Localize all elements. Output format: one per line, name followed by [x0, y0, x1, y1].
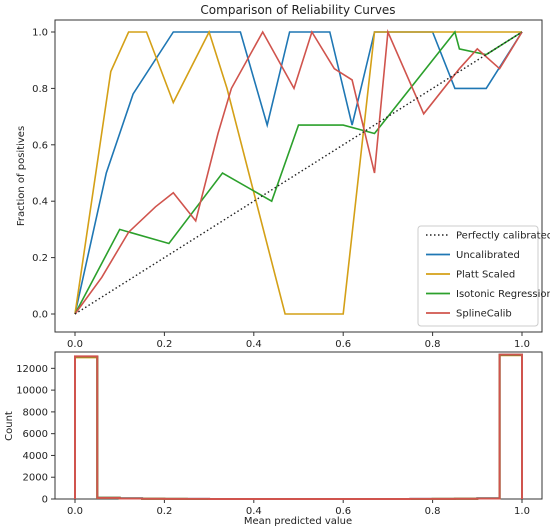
bottom-x-tick-label: 0.0 [67, 506, 83, 517]
top-x-tick-label: 1.0 [514, 339, 530, 350]
reliability-curves-chart: Comparison of Reliability Curves 0.00.20… [16, 3, 550, 350]
bottom-x-tick-label: 0.2 [156, 506, 172, 517]
bottom-y-tick-label: 6000 [23, 429, 48, 440]
chart-title: Comparison of Reliability Curves [200, 3, 395, 17]
series-line-perfectly-calibrated [74, 31, 523, 315]
bottom-y-axis-label: Count [4, 411, 15, 441]
top-y-ticks: 0.0 0.2 0.4 0.6 0.8 1.0 [32, 28, 55, 321]
bottom-y-tick-label: 8000 [23, 407, 48, 418]
series-line-platt-scaled [74, 29, 522, 315]
histogram-series [74, 353, 523, 500]
histogram-step-3 [74, 353, 523, 500]
legend: Perfectly calibrated Uncalibrated Platt Sc… [417, 225, 550, 327]
bottom-x-axis-label: Mean predicted value [244, 516, 352, 527]
top-y-tick-label: 0.0 [32, 310, 48, 321]
top-x-tick-label: 0.8 [425, 339, 441, 350]
legend-label: Perfectly calibrated [456, 231, 550, 242]
top-y-axis-label: Fraction of positives [16, 126, 27, 226]
top-y-tick-label: 0.2 [32, 253, 48, 264]
bottom-x-tick-label: 0.6 [335, 506, 351, 517]
bottom-x-tick-label: 0.8 [425, 506, 441, 517]
bottom-y-ticks: 0 2000 4000 6000 8000 10000 12000 [16, 364, 55, 506]
legend-label: Platt Scaled [456, 270, 515, 281]
bottom-y-tick-label: 12000 [16, 364, 48, 375]
bottom-y-tick-label: 0 [42, 495, 48, 506]
top-series-lines [74, 28, 523, 315]
top-x-tick-label: 0.6 [335, 339, 351, 350]
bottom-y-tick-label: 10000 [16, 386, 48, 397]
top-y-tick-label: 1.0 [32, 28, 48, 39]
top-y-tick-label: 0.8 [32, 84, 48, 95]
bottom-y-tick-label: 2000 [23, 473, 48, 484]
legend-label: Isotonic Regression [456, 289, 550, 300]
series-line-isotonic-regression [74, 30, 523, 315]
series-line-splinecalib [74, 28, 523, 315]
legend-label: SplineCalib [456, 309, 512, 320]
top-x-ticks: 0.0 0.2 0.4 0.6 0.8 1.0 [67, 332, 530, 350]
count-histogram-chart: 0 2000 4000 6000 8000 10000 12000 0.0 0.2 0.4 0.6… [4, 351, 543, 527]
legend-box [417, 225, 539, 327]
bottom-x-tick-label: 1.0 [514, 506, 530, 517]
top-x-tick-label: 0.0 [67, 339, 83, 350]
top-plot-frame [54, 19, 543, 333]
bottom-y-tick-label: 4000 [23, 451, 48, 462]
bottom-x-tick-label: 0.4 [246, 506, 262, 517]
top-y-tick-label: 0.4 [32, 197, 48, 208]
top-x-tick-label: 0.2 [156, 339, 172, 350]
top-x-tick-label: 0.4 [246, 339, 262, 350]
legend-label: Uncalibrated [456, 250, 520, 261]
top-y-tick-label: 0.6 [32, 140, 48, 151]
